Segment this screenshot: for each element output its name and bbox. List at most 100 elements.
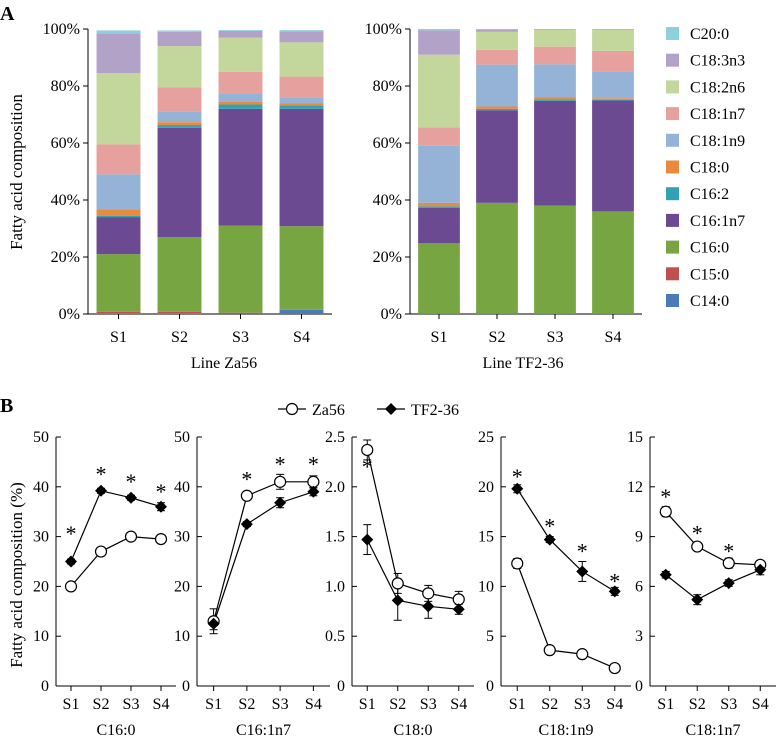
bar-segment-c18-3n3 <box>418 30 460 55</box>
point-tf2-36 <box>155 500 167 513</box>
panel-b-label: B <box>0 395 13 417</box>
bar-segment-c18-3n3 <box>157 31 202 47</box>
legend-swatch-c18-2n6 <box>666 80 679 94</box>
bar-segment-c18-0 <box>476 106 518 109</box>
legend-label-c15-0: C15:0 <box>690 266 729 283</box>
legend-label-c14-0: C14:0 <box>690 293 729 310</box>
y-tick-label: 9 <box>635 529 643 546</box>
bar-segment-c18-1n9 <box>157 111 202 123</box>
y-tick-label: 25 <box>478 429 494 446</box>
bar-segment-c16-1n7 <box>534 100 576 206</box>
stacked-bar-chart-za56: 0% 20% 40% 60% 80% 100% S1 S2 S3 S4 <box>43 21 332 346</box>
bar-segment-c20-0 <box>96 30 141 34</box>
legend-swatch-c15-0 <box>666 267 679 281</box>
bar-segment-c18-2n6 <box>534 29 576 47</box>
bar-segment-c16-0 <box>96 254 141 312</box>
bar-segment-c18-2n6 <box>96 73 141 145</box>
point-za56 <box>64 580 78 593</box>
y-tick-label: 60% <box>373 135 402 152</box>
bar-segment-c16-2 <box>418 206 460 208</box>
bar-segment-c16-1n7 <box>279 108 324 227</box>
point-za56 <box>659 505 672 518</box>
bar-segment-c20-0 <box>157 30 202 32</box>
bar-segment-c18-1n7 <box>592 50 634 72</box>
line-chart-c18-0: 0 0.5 1.0 1.5 2.0 2.5 S1 S2 S3 S4 C18:0 * <box>325 429 474 739</box>
series-line-tf2-36 <box>213 491 314 624</box>
bar-segment-c16-0 <box>218 225 263 313</box>
x-tick-label: S3 <box>547 329 564 346</box>
bar-segment-c16-2 <box>96 215 141 218</box>
legend-swatch-c16-0 <box>666 240 679 254</box>
bar-segment-c15-0 <box>96 311 141 314</box>
x-axis-title: C18:0 <box>393 722 432 739</box>
y-tick-label: 3 <box>635 628 643 645</box>
significance-star: * <box>126 469 137 494</box>
x-tick-label: S1 <box>359 696 376 713</box>
x-axis-title: C16:0 <box>96 722 135 739</box>
bar-segment-c18-1n9 <box>218 93 263 102</box>
legend-swatch-c16-2 <box>666 187 679 201</box>
bar-segment-c18-1n9 <box>279 97 324 104</box>
bar-segment-c20-0 <box>218 30 263 31</box>
legend-marker-tf236 <box>385 403 397 415</box>
legend-label-c16-1n7: C16:1n7 <box>690 213 745 230</box>
x-tick-label: S4 <box>293 329 310 346</box>
legend-swatch-c20-0 <box>666 27 679 40</box>
y-tick-label: 10 <box>478 578 494 595</box>
point-tf2-36 <box>361 533 374 546</box>
x-tick-label: S4 <box>752 696 769 713</box>
y-tick-label: 15 <box>627 429 643 446</box>
bar-segment-c18-2n6 <box>418 54 460 128</box>
panel-a-label: A <box>0 3 15 25</box>
x-tick-label: S2 <box>171 329 188 346</box>
bar-segment-c14-0 <box>279 309 324 314</box>
y-tick-label: 15 <box>478 529 494 546</box>
x-tick-label: S3 <box>272 696 289 713</box>
point-za56 <box>576 648 589 661</box>
y-tick-label: 40 <box>174 479 190 496</box>
bar-segment-c16-0 <box>279 226 324 310</box>
x-axis-title: C18:1n7 <box>685 722 740 739</box>
bar-segment-c18-1n7 <box>476 49 518 65</box>
significance-star: * <box>241 466 252 491</box>
significance-star: * <box>275 451 286 476</box>
bar-segment-c18-2n6 <box>592 29 634 51</box>
bar-segment-c18-1n9 <box>592 71 634 99</box>
legend-swatch-c18-0 <box>666 160 679 174</box>
y-tick-label: 10 <box>33 628 49 645</box>
bar-segment-c16-2 <box>592 99 634 101</box>
significance-star: * <box>609 568 620 593</box>
x-tick-label: S3 <box>574 696 591 713</box>
y-tick-label: 0.5 <box>325 628 345 645</box>
line-chart-c16-0: 0 10 20 30 40 50 S1 S2 S3 S4 C16:0 * * * * <box>33 429 176 739</box>
bar-segment-c20-0 <box>279 30 324 32</box>
bar-segment-c16-1n7 <box>157 127 202 238</box>
bar-segment-c18-0 <box>96 209 141 216</box>
point-tf2-36 <box>65 555 77 568</box>
bar-segment-c14-0 <box>534 313 576 314</box>
y-tick-label: 0 <box>182 678 190 695</box>
x-tick-label: S3 <box>123 696 140 713</box>
x-axis-title: C16:1n7 <box>236 722 291 739</box>
x-tick-label: S3 <box>232 329 249 346</box>
bar-segment-c18-2n6 <box>279 42 324 77</box>
series-line-za56 <box>213 481 314 622</box>
legend-label-c18-1n7: C18:1n7 <box>690 106 745 123</box>
significance-star: * <box>308 451 319 476</box>
series-line-tf2-36 <box>516 488 616 592</box>
x-tick-label: S1 <box>431 329 448 346</box>
x-tick-label: S2 <box>541 696 558 713</box>
point-tf2-36 <box>543 533 556 546</box>
point-tf2-36 <box>95 484 107 497</box>
y-tick-label: 0 <box>337 678 345 695</box>
line-chart-c18-1n7: 0 3 6 9 12 15 S1 S2 S3 S4 C18:1n7 * * * <box>627 429 776 739</box>
x-tick-label: S2 <box>389 696 406 713</box>
point-za56 <box>422 587 435 600</box>
line-chart-c16-1n7: 0 10 20 30 40 50 S1 S2 S3 S4 C16:1n7 * * * <box>174 429 330 739</box>
bar-segment-c18-3n3 <box>592 29 634 30</box>
x-tick-label: S2 <box>689 696 706 713</box>
point-za56 <box>722 557 735 570</box>
legend-swatch-c18-1n9 <box>666 133 679 147</box>
x-tick-label: S4 <box>605 329 622 346</box>
